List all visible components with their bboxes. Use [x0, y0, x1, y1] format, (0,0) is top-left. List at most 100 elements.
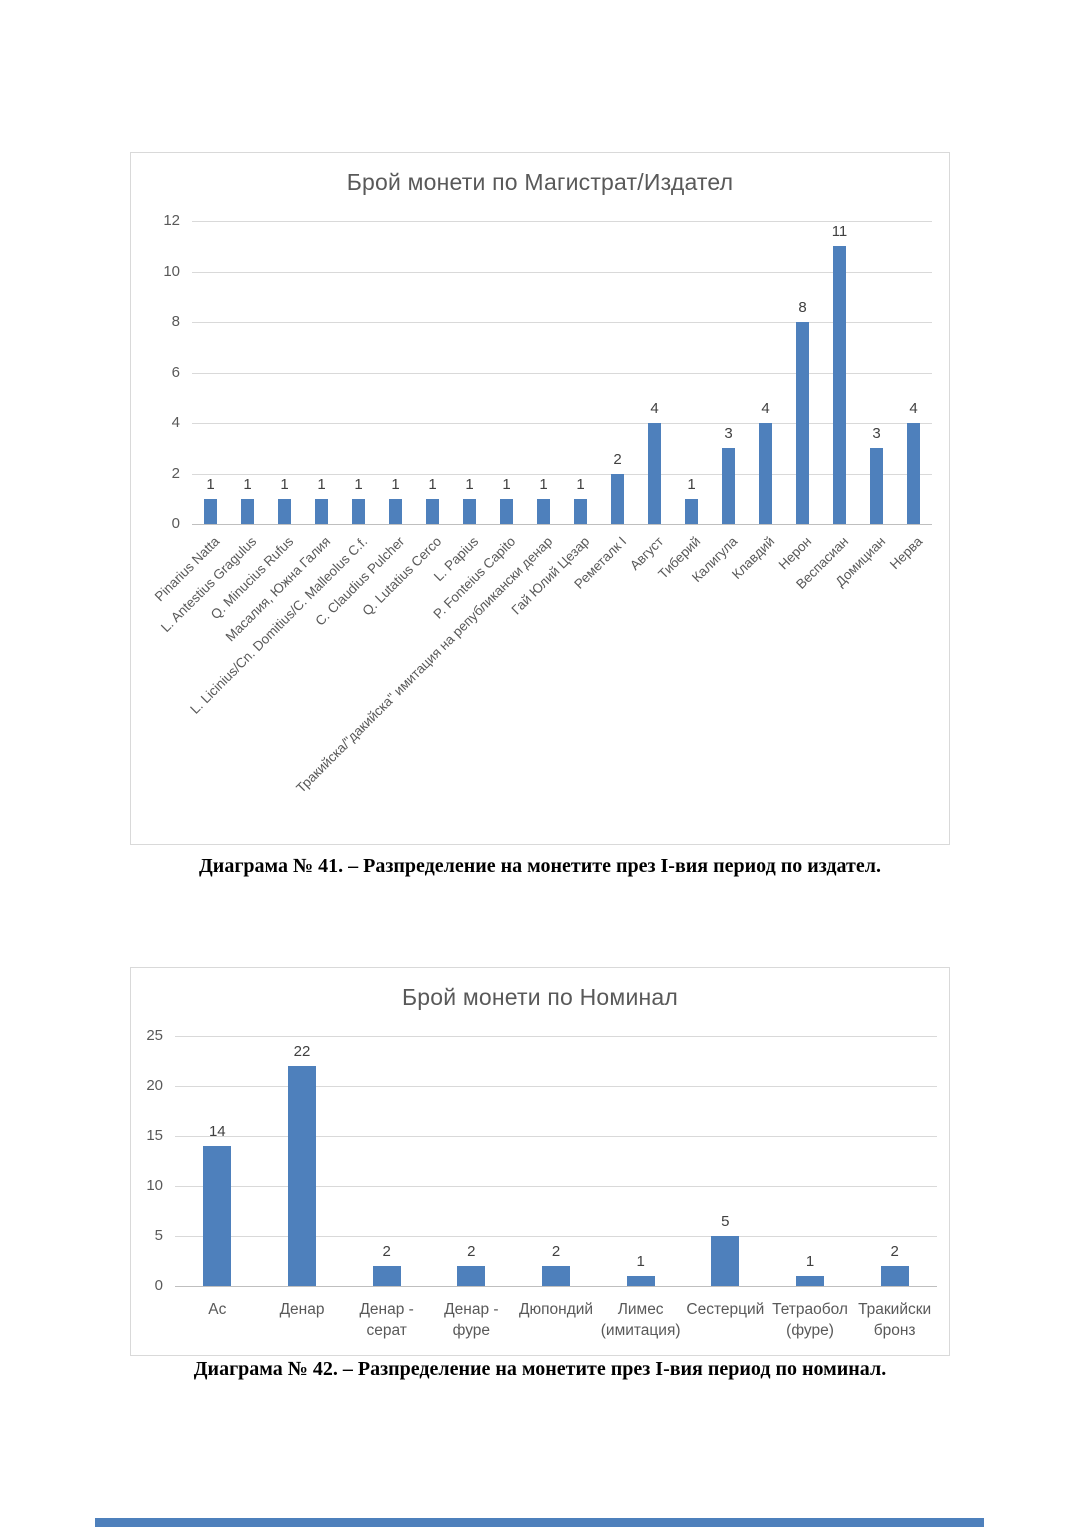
bar: [315, 498, 328, 524]
bar-value-label: 1: [576, 475, 585, 493]
x-category-label: Тетраобол (фуре): [772, 1301, 848, 1339]
gridline: [175, 1186, 937, 1187]
bar-value-label: 1: [805, 1253, 815, 1270]
bar-value-label: 1: [465, 475, 474, 493]
bar-value-label: 2: [890, 1243, 899, 1260]
y-tick-label: 4: [171, 414, 180, 431]
bar-value-label: 2: [613, 450, 622, 468]
bar: [796, 322, 809, 524]
bar: [500, 498, 513, 524]
y-tick-label: 10: [163, 263, 180, 280]
x-category-label: Тракийски бронз: [858, 1301, 932, 1339]
y-tick-label: 2: [171, 465, 180, 482]
bar: [372, 1266, 401, 1286]
bar-value-label: 14: [208, 1123, 226, 1140]
bar-value-label: 1: [317, 475, 326, 493]
bar: [537, 498, 550, 524]
gridline: [175, 1236, 937, 1237]
bar: [833, 246, 846, 524]
gridline: [192, 322, 932, 323]
bar: [907, 423, 920, 524]
gridline: [175, 1086, 937, 1087]
y-tick-label: 25: [146, 1027, 163, 1044]
gridline: [192, 272, 932, 273]
bar-value-label: 5: [721, 1213, 730, 1230]
x-axis-line: [175, 1286, 937, 1287]
bar-value-label: 1: [391, 475, 400, 493]
bar-value-label: 4: [761, 400, 770, 417]
bar: [542, 1266, 570, 1286]
chart2-title: Брой монети по Номинал: [401, 984, 679, 1010]
y-tick-label: 10: [146, 1177, 163, 1194]
gridline: [175, 1036, 937, 1037]
chart2-plot-area: 14 22 2 2 2 1 5 1 2: [175, 1036, 937, 1287]
bar: [463, 498, 476, 524]
bar: [685, 498, 698, 524]
gridline: [192, 373, 932, 374]
bar-value-label: 4: [909, 400, 918, 417]
chart1-caption: Диаграма № 41. – Разпределение на монети…: [199, 855, 881, 877]
bar: [352, 498, 365, 524]
bar: [389, 498, 402, 524]
bar-value-label: 1: [539, 475, 548, 493]
bar-value-label: 1: [502, 475, 511, 493]
bar: [288, 1066, 316, 1286]
bar-value-label: 2: [467, 1243, 476, 1260]
bar: [278, 498, 291, 524]
x-category-label: Лимес (имитация): [600, 1301, 681, 1339]
chart1-plot-area: 1 1 1 1 1 1 1 1 1 1 1 2 4 1 3 4 8 11 3 4: [192, 221, 932, 525]
bar-value-label: 1: [206, 475, 215, 493]
bar-value-label: 11: [831, 223, 848, 241]
bar: [611, 473, 624, 524]
x-category-label: Денар - фуре: [444, 1301, 499, 1339]
chart1-title: Брой монети по Магистрат/Издател: [346, 169, 734, 195]
bar-value-label: 1: [687, 475, 696, 493]
y-tick-label: 5: [154, 1227, 163, 1244]
bar-value-label: 3: [872, 425, 881, 443]
bar: [870, 448, 883, 524]
y-tick-label: 12: [163, 212, 180, 229]
bar-value-label: 1: [428, 475, 437, 493]
y-tick-label: 15: [146, 1127, 163, 1144]
bar: [880, 1266, 909, 1286]
bar-value-label: 1: [243, 475, 252, 493]
bar-value-label: 1: [636, 1253, 645, 1270]
y-tick-label: 6: [171, 364, 180, 381]
gridline: [192, 474, 932, 475]
bar: [722, 448, 735, 524]
y-tick-label: 8: [171, 313, 180, 330]
bar: [648, 423, 661, 524]
gridline: [192, 221, 932, 222]
bar: [796, 1276, 824, 1286]
gridline: [192, 423, 932, 424]
gridline: [175, 1136, 937, 1137]
bar-value-label: 4: [650, 400, 659, 417]
page-bottom-strip: [95, 1518, 984, 1527]
bar: [711, 1236, 740, 1286]
bar: [457, 1266, 486, 1286]
bar: [204, 498, 217, 524]
y-tick-label: 20: [146, 1077, 163, 1094]
x-category-label: Денар: [279, 1301, 325, 1318]
x-category-label: Сестерций: [686, 1301, 765, 1318]
bar-value-label: 3: [724, 425, 733, 443]
bar: [426, 498, 439, 524]
bar: [241, 498, 254, 524]
x-category-label: Дюпондий: [519, 1301, 594, 1318]
bar-value-label: 22: [293, 1043, 311, 1060]
bar-value-label: 1: [280, 475, 289, 493]
bar: [626, 1276, 655, 1286]
bar: [759, 423, 772, 524]
chart-coins-by-denomination: Брой монети по Номинал 14 22 2 2 2 1 5 1 2 0 5 10 1…: [130, 967, 950, 1356]
bar-value-label: 2: [382, 1243, 391, 1260]
x-category-label: Ас: [208, 1301, 227, 1318]
bar-value-label: 8: [798, 299, 807, 316]
bar-value-label: 1: [354, 475, 363, 493]
bar-value-label: 2: [551, 1243, 561, 1260]
chart2-caption: Диаграма № 42. – Разпределение на монети…: [193, 1358, 887, 1380]
x-axis-line: [192, 524, 932, 525]
y-tick-label: 0: [154, 1277, 163, 1294]
bar: [203, 1146, 232, 1286]
